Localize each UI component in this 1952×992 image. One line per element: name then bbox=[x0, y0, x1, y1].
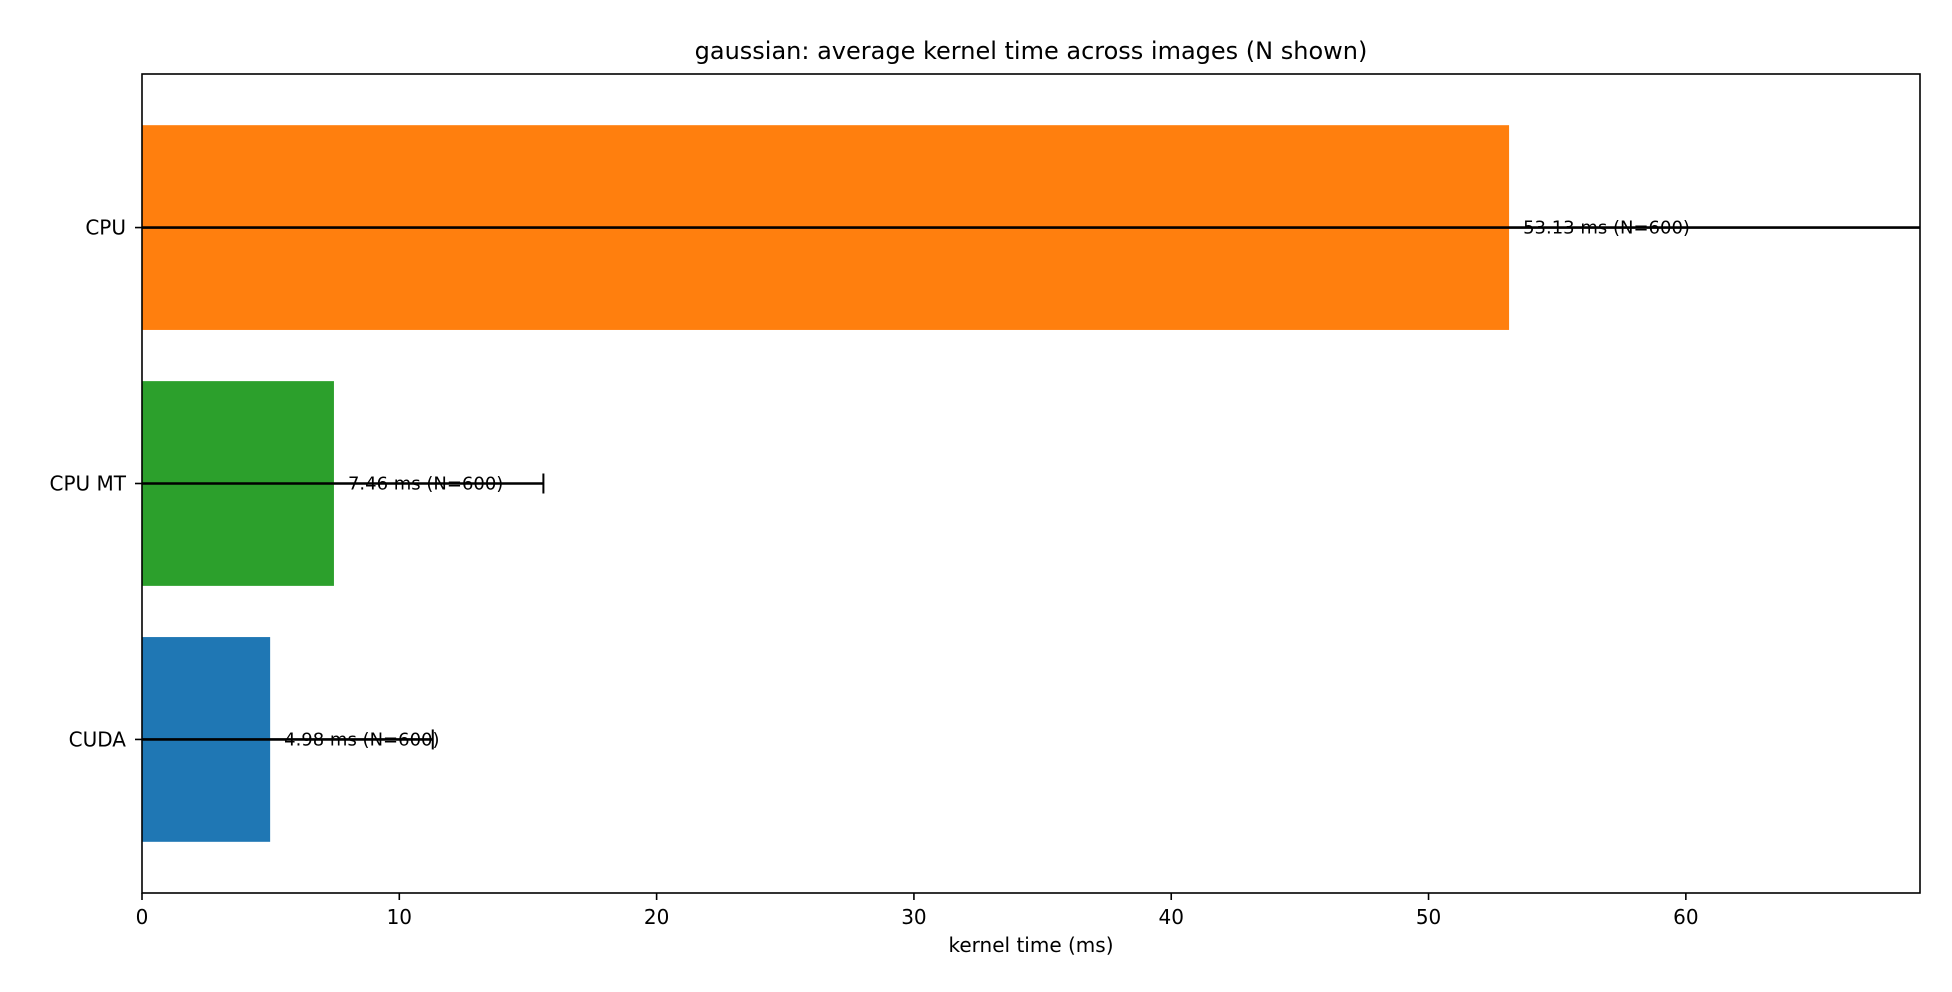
x-tick-label: 60 bbox=[1673, 905, 1698, 929]
y-tick-label: CPU bbox=[85, 216, 126, 240]
x-tick-label: 40 bbox=[1159, 905, 1184, 929]
y-axis-ticks: CPU CPU MT CUDA bbox=[50, 216, 142, 751]
bar-labels-layer: 53.13 ms (N=600) 7.46 ms (N=600) 4.98 ms (… bbox=[284, 218, 1690, 751]
x-tick-label: 0 bbox=[136, 905, 149, 929]
bar-value-label: 7.46 ms (N=600) bbox=[348, 474, 503, 495]
x-tick-label: 30 bbox=[901, 905, 926, 929]
x-tick-label: 20 bbox=[644, 905, 669, 929]
x-tick-label: 50 bbox=[1416, 905, 1441, 929]
chart-title: gaussian: average kernel time across ima… bbox=[695, 37, 1368, 65]
x-axis-label: kernel time (ms) bbox=[949, 933, 1114, 957]
bar-value-label: 53.13 ms (N=600) bbox=[1523, 218, 1690, 239]
errorbars-layer bbox=[142, 226, 1920, 750]
bar-value-label: 4.98 ms (N=600) bbox=[284, 729, 439, 750]
y-tick-label: CUDA bbox=[69, 727, 127, 751]
x-axis-ticks: 0 10 20 30 40 50 60 bbox=[136, 893, 1699, 929]
y-tick-label: CPU MT bbox=[50, 472, 127, 496]
x-tick-label: 10 bbox=[387, 905, 412, 929]
